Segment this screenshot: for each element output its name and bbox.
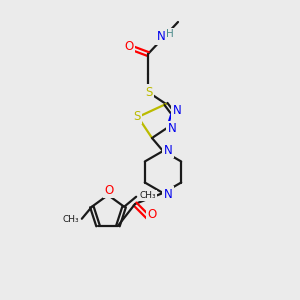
Text: H: H: [166, 29, 174, 39]
Text: N: N: [172, 104, 182, 118]
Text: CH₃: CH₃: [62, 215, 79, 224]
Text: S: S: [133, 110, 141, 122]
Text: S: S: [145, 85, 153, 98]
Text: N: N: [157, 31, 165, 44]
Text: CH₃: CH₃: [139, 191, 156, 200]
Text: O: O: [124, 40, 134, 53]
Text: O: O: [104, 184, 114, 196]
Text: O: O: [147, 208, 157, 220]
Text: N: N: [164, 188, 172, 200]
Text: N: N: [164, 143, 172, 157]
Text: N: N: [168, 122, 176, 136]
